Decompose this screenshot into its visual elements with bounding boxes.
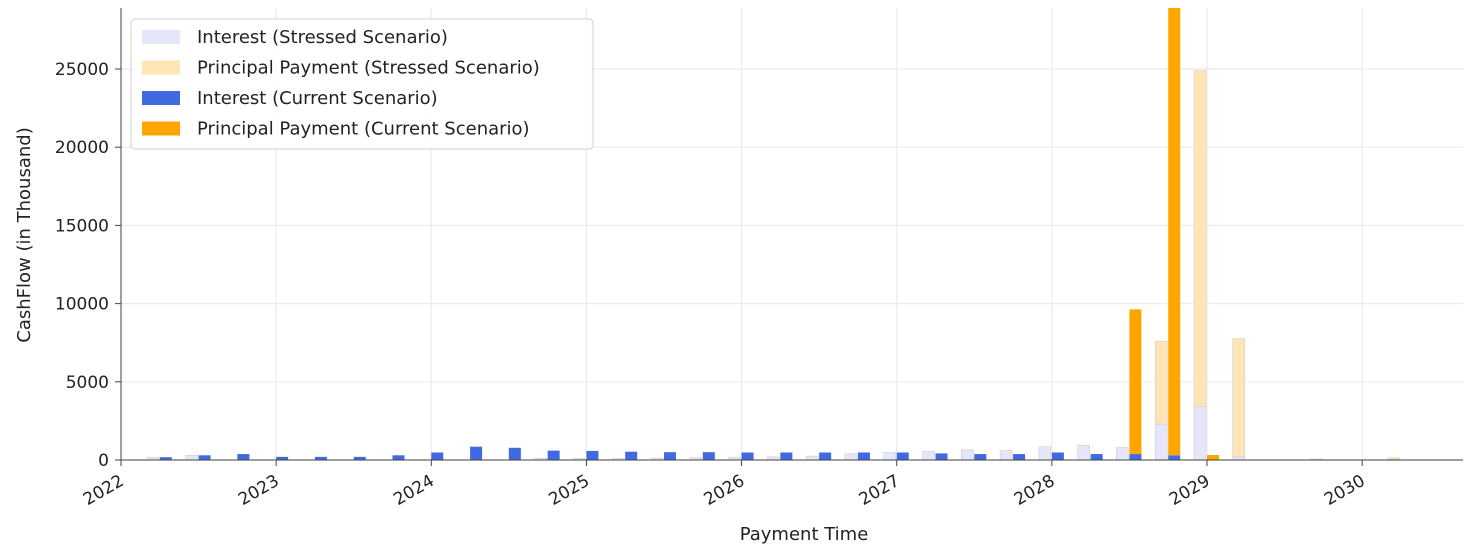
bar-interest-current: [1051, 452, 1064, 460]
bar-interest-current: [819, 452, 832, 460]
bar-principal-stressed: [1232, 338, 1246, 458]
bar-interest-current: [276, 456, 289, 460]
bars: [146, 8, 1401, 461]
bar-interest-stressed: [1193, 406, 1207, 461]
x-tick-label: 2022: [80, 471, 127, 510]
x-tick-label: 2023: [235, 471, 282, 510]
bar-interest-current: [1168, 455, 1181, 460]
bar-interest-current: [625, 451, 638, 460]
bar-interest-current: [159, 457, 172, 460]
legend-swatch: [142, 60, 180, 75]
x-tick-label: 2027: [856, 471, 903, 510]
bar-principal-current: [1168, 8, 1181, 456]
legend-label: Principal Payment (Current Scenario): [197, 119, 530, 140]
x-tick-label: 2028: [1011, 471, 1058, 510]
bar-interest-current: [353, 456, 366, 460]
bar-interest-current: [1013, 454, 1026, 460]
bar-interest-current: [702, 452, 715, 460]
bar-interest-stressed: [1116, 447, 1129, 461]
legend-label: Interest (Current Scenario): [197, 88, 438, 109]
bar-interest-current: [431, 452, 444, 460]
bar-interest-current: [664, 452, 677, 460]
y-tick-label: 15000: [55, 216, 109, 236]
y-tick-label: 10000: [55, 295, 109, 315]
y-tick-labels: 0 5000 10000 15000 20000 25000: [55, 60, 109, 471]
bar-interest-stressed: [1154, 423, 1168, 461]
x-tick-labels: 2022 2023 2024 2025 2026 2027 2028 2029 2030: [80, 471, 1369, 510]
bar-interest-current: [896, 452, 909, 460]
bar-principal-stressed: [1154, 340, 1168, 425]
y-tick-label: 0: [98, 451, 109, 471]
bar-interest-stressed: [999, 450, 1013, 461]
legend-label: Interest (Stressed Scenario): [197, 27, 448, 48]
bar-interest-current: [1129, 454, 1142, 460]
bar-interest-stressed: [922, 451, 935, 461]
bar-principal-stressed: [1193, 70, 1207, 408]
bar-interest-stressed: [185, 455, 198, 461]
bar-principal-current: [1207, 454, 1220, 460]
x-tick-label: 2029: [1166, 471, 1213, 510]
y-axis-label: CashFlow (in Thousand): [14, 127, 35, 342]
legend-swatch: [142, 91, 180, 105]
legend-label: Principal Payment (Stressed Scenario): [197, 58, 540, 79]
bar-interest-current: [741, 452, 754, 460]
bar-interest-current: [547, 450, 560, 460]
bar-interest-current: [586, 450, 599, 460]
bar-interest-stressed: [883, 452, 896, 461]
bar-interest-current: [314, 456, 327, 460]
bar-interest-stressed: [961, 449, 974, 461]
bar-interest-stressed: [1038, 446, 1052, 461]
bar-interest-stressed: [1077, 444, 1090, 461]
x-tick-label: 2025: [545, 471, 592, 510]
bar-interest-current: [508, 447, 521, 460]
bar-interest-stressed: [805, 455, 819, 461]
y-tick-label: 5000: [66, 373, 109, 393]
x-axis-label: Payment Time: [740, 524, 869, 544]
bar-interest-current: [857, 452, 870, 460]
x-tick-label: 2026: [701, 471, 748, 510]
bar-interest-stressed: [844, 453, 858, 461]
legend-swatch: [142, 30, 180, 44]
legend-box: [130, 18, 594, 150]
bar-interest-current: [198, 455, 211, 460]
axes: [115, 8, 1463, 466]
bar-principal-stressed: [1387, 457, 1401, 460]
bar-interest-current: [780, 452, 793, 460]
legend-swatch: [142, 121, 180, 136]
y-tick-label: 20000: [55, 138, 109, 158]
bar-principal-current: [1129, 309, 1142, 455]
bar-interest-current: [1090, 454, 1103, 460]
bar-interest-current: [470, 446, 483, 460]
x-tick-label: 2024: [390, 471, 437, 510]
bar-interest-current: [392, 455, 405, 460]
y-tick-label: 25000: [55, 60, 109, 80]
bar-interest-current: [974, 454, 987, 460]
bar-interest-current: [237, 454, 250, 460]
legend: Interest (Stressed Scenario) Principal Pa…: [130, 18, 594, 150]
bar-interest-current: [935, 453, 948, 460]
x-tick-label: 2030: [1321, 471, 1368, 510]
